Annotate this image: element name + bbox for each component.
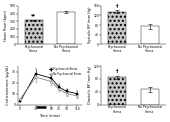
Bar	[108, 12, 126, 44]
Bar	[141, 26, 159, 44]
Bar	[141, 89, 159, 105]
Y-axis label: Corticosterone (μg/dL): Corticosterone (μg/dL)	[6, 65, 10, 106]
Y-axis label: Systolic BP (mm Hg): Systolic BP (mm Hg)	[88, 7, 92, 43]
Y-axis label: Diastolic BP (mm Hg): Diastolic BP (mm Hg)	[88, 66, 92, 104]
Legend: Psychosocial Stress, No Psychosocial Stress: Psychosocial Stress, No Psychosocial Str…	[49, 67, 81, 76]
Y-axis label: Heart Rate (bpm): Heart Rate (bpm)	[4, 10, 8, 41]
X-axis label: Time (mins): Time (mins)	[39, 114, 61, 118]
Text: †: †	[116, 69, 119, 74]
Text: †: †	[116, 4, 119, 9]
Bar	[25, 20, 43, 44]
Bar	[57, 12, 75, 44]
Text: **: **	[31, 13, 36, 18]
Bar	[108, 77, 126, 105]
